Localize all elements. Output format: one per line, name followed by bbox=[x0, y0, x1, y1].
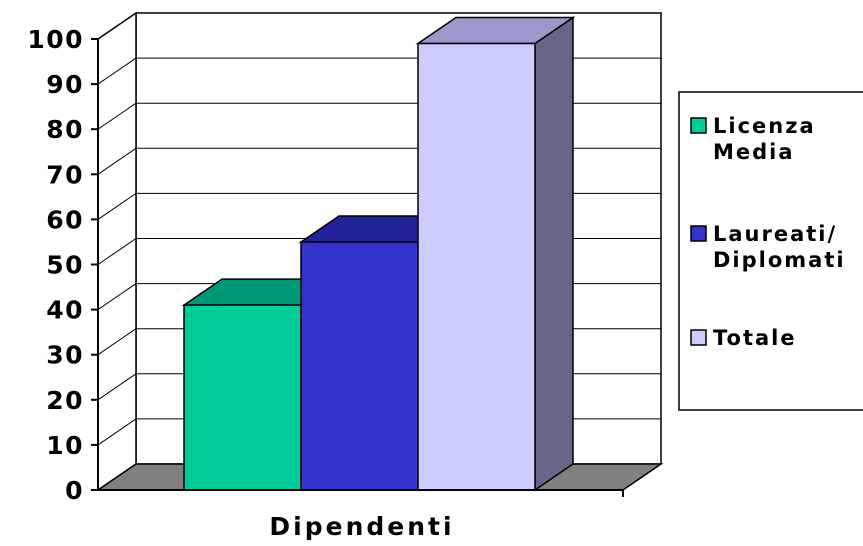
y-tick-label: 10 bbox=[46, 431, 84, 460]
y-tick-label: 50 bbox=[46, 251, 84, 280]
bar-side bbox=[534, 16, 574, 492]
legend-item: Totale bbox=[690, 326, 797, 350]
x-category-label: Dipendenti bbox=[269, 512, 454, 541]
legend-label: Totale bbox=[713, 326, 797, 350]
gridline-side bbox=[97, 147, 137, 175]
legend-label: Diplomati bbox=[713, 248, 846, 272]
gridline-side bbox=[97, 192, 137, 220]
gridline-side bbox=[97, 12, 137, 40]
legend-box bbox=[678, 91, 863, 411]
legend-swatch bbox=[690, 225, 707, 242]
y-axis-ticks: 0 10 20 30 40 50 60 70 80 90 100 bbox=[27, 25, 98, 505]
gridline-side bbox=[97, 102, 137, 130]
bars bbox=[181, 16, 576, 492]
legend-item: Laureati/Diplomati bbox=[690, 222, 846, 272]
y-tick-label: 40 bbox=[46, 296, 84, 325]
gridline-side bbox=[97, 283, 137, 311]
y-tick-label: 100 bbox=[27, 25, 84, 54]
y-tick-label: 30 bbox=[46, 341, 84, 370]
gridline-side bbox=[97, 57, 137, 85]
y-tick-label: 0 bbox=[65, 476, 84, 505]
legend-swatch bbox=[690, 329, 707, 346]
x-axis-labels: Dipendenti bbox=[269, 512, 454, 541]
legend-label: Media bbox=[713, 140, 795, 164]
bar-front bbox=[417, 42, 536, 491]
y-tick-label: 20 bbox=[46, 386, 84, 415]
gridline-side bbox=[97, 418, 137, 446]
legend-label: Laureati/ bbox=[713, 222, 837, 246]
bar-totale bbox=[415, 16, 576, 492]
gridline-side bbox=[97, 328, 137, 356]
y-tick-label: 80 bbox=[46, 115, 84, 144]
y-tick-label: 70 bbox=[46, 160, 84, 189]
y-tick-label: 60 bbox=[46, 205, 84, 234]
gridline-side bbox=[97, 238, 137, 265]
bar-front bbox=[300, 241, 419, 491]
bar-front bbox=[183, 304, 302, 491]
legend-label: Licenza bbox=[713, 114, 816, 138]
y-tick-label: 90 bbox=[46, 70, 84, 99]
gridline-side bbox=[97, 373, 137, 401]
legend-swatch bbox=[690, 117, 707, 134]
